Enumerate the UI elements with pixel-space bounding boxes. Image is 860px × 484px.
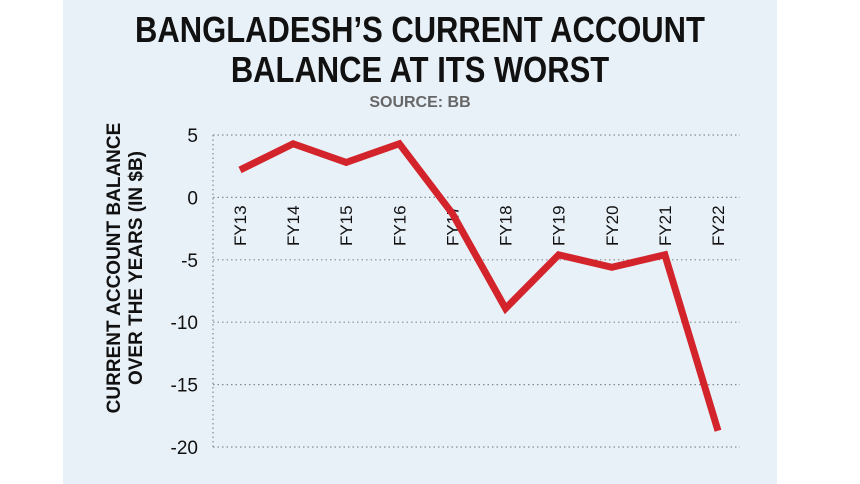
chart-background xyxy=(63,0,777,484)
y-tick-label: -5 xyxy=(181,251,198,272)
x-tick-label: FY17 xyxy=(443,205,462,246)
x-tick-label: FY15 xyxy=(337,205,356,246)
y-tick-label: -15 xyxy=(171,376,198,397)
chart-source: SOURCE: BB xyxy=(369,94,471,111)
x-tick-label: FY21 xyxy=(656,205,675,246)
x-tick-label: FY13 xyxy=(231,205,250,246)
y-axis-label-line1: CURRENT ACCOUNT BALANCE xyxy=(104,123,125,414)
x-tick-label: FY22 xyxy=(709,205,728,246)
y-axis-label-line2: OVER THE YEARS (IN $B) xyxy=(126,151,147,385)
x-tick-label: FY20 xyxy=(603,205,622,246)
gridlines xyxy=(213,134,740,448)
x-tick-label: FY19 xyxy=(550,205,569,246)
x-tick-label: FY14 xyxy=(284,205,303,246)
y-tick-label: -10 xyxy=(171,313,198,334)
x-tick-label: FY16 xyxy=(390,205,409,246)
series-group xyxy=(238,139,722,432)
y-tick-label: 0 xyxy=(187,188,198,209)
series-line xyxy=(238,139,722,432)
x-tick-label: FY18 xyxy=(497,205,516,246)
y-tick-labels: 5 0 -5 -10 -15 -20 xyxy=(171,126,198,459)
x-category-labels: FY13 FY14 FY15 FY16 FY17 FY18 FY19 FY20 FY21 FY22 xyxy=(231,205,728,246)
chart-title-line2: BALANCE AT ITS WORST xyxy=(230,49,610,90)
y-tick-label: 5 xyxy=(187,126,198,147)
y-tick-label: -20 xyxy=(171,438,198,459)
chart-title-line1: BANGLADESH’S CURRENT ACCOUNT xyxy=(135,9,705,50)
